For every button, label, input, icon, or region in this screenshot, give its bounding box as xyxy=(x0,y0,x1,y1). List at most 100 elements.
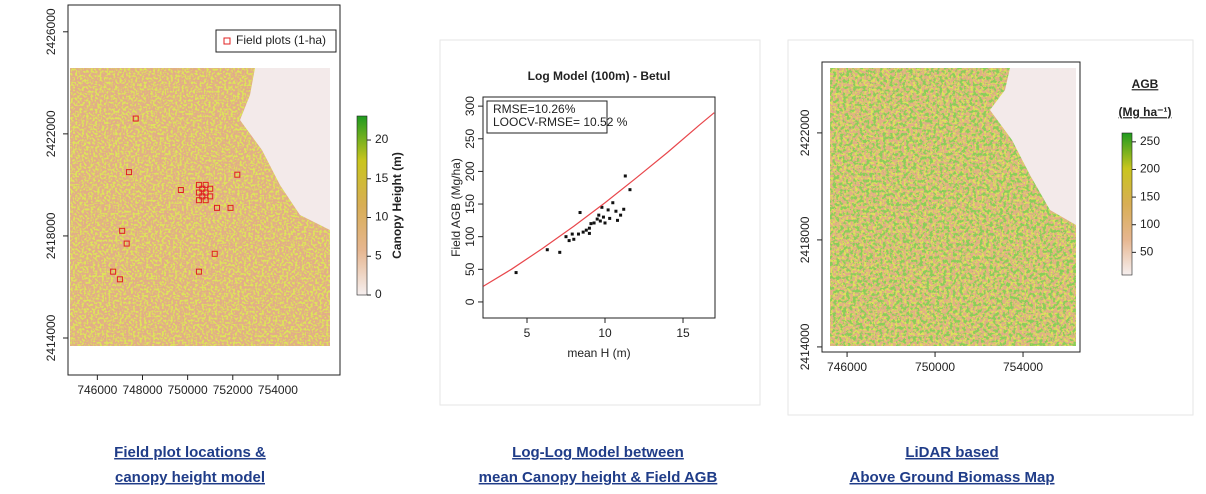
y-tick-label: 2422000 xyxy=(798,109,812,156)
field-plot xyxy=(195,268,202,275)
caption: mean Canopy height & Field AGB xyxy=(479,469,718,486)
colorbar-tick-label: 15 xyxy=(375,171,389,185)
point xyxy=(567,239,571,243)
point xyxy=(623,174,627,178)
point xyxy=(570,232,574,236)
point xyxy=(572,237,576,241)
colorbar-tick-label: 200 xyxy=(1140,162,1160,176)
x-tick-label: 15 xyxy=(676,326,690,340)
x-tick-label: 754000 xyxy=(258,383,298,397)
point xyxy=(514,271,518,275)
colorbar-title: AGB xyxy=(1132,77,1159,91)
raster xyxy=(70,68,330,346)
plot-frame xyxy=(821,61,1081,353)
colorbar-tick-label: 100 xyxy=(1140,217,1160,231)
annotation: LOOCV-RMSE= 10.52 % xyxy=(493,115,628,129)
caption: canopy height model xyxy=(115,469,265,486)
colorbar-tick-label: 50 xyxy=(1140,245,1154,259)
legend-box xyxy=(215,29,337,53)
point xyxy=(606,208,610,212)
caption: LiDAR based xyxy=(905,444,998,461)
y-tick-label: 300 xyxy=(463,96,477,116)
colorbar-tick-label: 5 xyxy=(375,248,382,262)
x-tick-label: 5 xyxy=(524,326,531,340)
field-plot xyxy=(202,189,209,196)
panel-border xyxy=(439,39,761,406)
field-plot xyxy=(110,268,117,275)
field-plot xyxy=(177,187,184,193)
x-tick-label: 754000 xyxy=(1003,360,1043,374)
point xyxy=(581,230,585,234)
field-plot xyxy=(195,197,202,204)
field-plot xyxy=(125,169,132,176)
point xyxy=(615,218,619,222)
y-tick-label: 2418000 xyxy=(44,212,58,259)
fit-line xyxy=(483,112,715,287)
point xyxy=(595,217,599,221)
plot-frame xyxy=(67,4,341,376)
colorbar xyxy=(1121,132,1133,276)
point xyxy=(558,250,562,254)
point xyxy=(601,215,605,219)
point xyxy=(587,231,591,235)
annotation-box xyxy=(486,100,608,134)
legend-label: Field plots (1-ha) xyxy=(236,33,326,47)
x-tick-label: 750000 xyxy=(168,383,208,397)
y-tick-label: 2414000 xyxy=(44,314,58,361)
field-plot xyxy=(132,115,139,122)
x-tick-label: 752000 xyxy=(213,383,253,397)
point xyxy=(545,248,549,252)
point xyxy=(589,222,593,226)
x-tick-label: 748000 xyxy=(122,383,162,397)
y-tick-label: 0 xyxy=(463,298,477,305)
field-plot xyxy=(195,189,202,196)
field-plot xyxy=(213,204,220,211)
point xyxy=(603,221,607,225)
point xyxy=(584,228,588,232)
point xyxy=(592,221,596,225)
annotation: RMSE=10.26% xyxy=(493,102,576,116)
y-tick-label: 100 xyxy=(463,226,477,246)
field-plot xyxy=(234,171,241,178)
field-plot xyxy=(199,193,206,200)
point xyxy=(608,216,612,220)
point xyxy=(628,188,632,192)
point xyxy=(611,201,615,205)
colorbar-tick-label: 150 xyxy=(1140,189,1160,203)
x-tick-label: 746000 xyxy=(77,383,117,397)
colorbar-tick-label: 10 xyxy=(375,210,389,224)
point xyxy=(597,213,601,217)
colorbar-label: Canopy Height (m) xyxy=(390,152,404,259)
point xyxy=(587,226,591,230)
colorbar-title: (Mg ha⁻¹) xyxy=(1119,105,1172,119)
field-plot xyxy=(195,181,202,188)
field-plot xyxy=(202,197,209,204)
point xyxy=(619,213,623,217)
y-tick-label: 50 xyxy=(463,262,477,276)
panel-border xyxy=(787,39,1194,416)
chart-title: Log Model (100m) - Betul xyxy=(528,69,671,83)
legend-swatch xyxy=(223,37,231,45)
x-tick-label: 746000 xyxy=(827,360,867,374)
point xyxy=(576,232,580,236)
point xyxy=(598,219,602,223)
field-plot xyxy=(123,240,130,247)
y-tick-label: 2414000 xyxy=(798,323,812,370)
y-tick-label: 250 xyxy=(463,128,477,148)
raster xyxy=(830,68,1076,346)
point xyxy=(600,205,604,209)
field-plot xyxy=(207,193,214,200)
field-plot xyxy=(202,181,209,188)
caption: Field plot locations & xyxy=(114,444,266,461)
field-plot xyxy=(211,250,218,257)
x-tick-label: 750000 xyxy=(915,360,955,374)
y-tick-label: 150 xyxy=(463,194,477,214)
field-plot xyxy=(116,276,123,283)
point xyxy=(578,211,582,215)
field-plot xyxy=(119,227,126,234)
field-plot xyxy=(199,185,206,192)
y-axis-label: Field AGB (Mg/ha) xyxy=(449,158,463,257)
colorbar-tick-label: 250 xyxy=(1140,134,1160,148)
y-tick-label: 2418000 xyxy=(798,216,812,263)
field-plot xyxy=(227,204,234,211)
